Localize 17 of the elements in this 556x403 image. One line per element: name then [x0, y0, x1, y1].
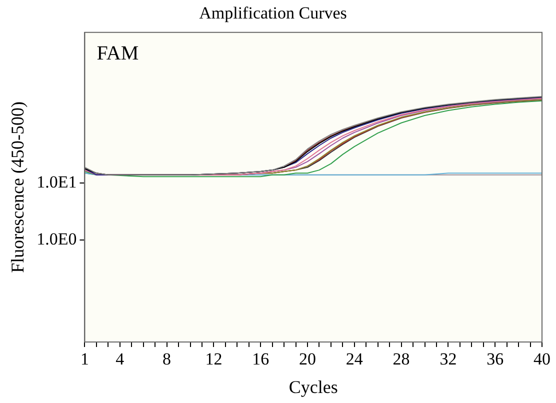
x-tick-label: 1 [80, 350, 89, 369]
x-tick-label: 8 [162, 350, 172, 369]
x-tick-label: 40 [534, 350, 550, 369]
x-tick-label: 24 [346, 350, 364, 369]
x-tick-label: 32 [440, 350, 457, 369]
x-tick-label: 28 [392, 350, 410, 369]
x-axis-title: Cycles [288, 376, 338, 397]
annotation: FAM [96, 42, 139, 65]
chart-title: Amplification Curves [199, 4, 347, 23]
y-tick-label: 1.0E0 [36, 229, 77, 248]
x-tick-label: 20 [299, 350, 316, 369]
x-tick-label: 36 [486, 350, 504, 369]
x-tick-label: 16 [252, 350, 270, 369]
y-tick-label: 1.0E1 [36, 172, 77, 192]
x-tick-label: 12 [205, 350, 222, 369]
x-tick-label: 4 [116, 350, 125, 369]
y-axis-title: Fluorescence (450-500) [8, 101, 28, 273]
